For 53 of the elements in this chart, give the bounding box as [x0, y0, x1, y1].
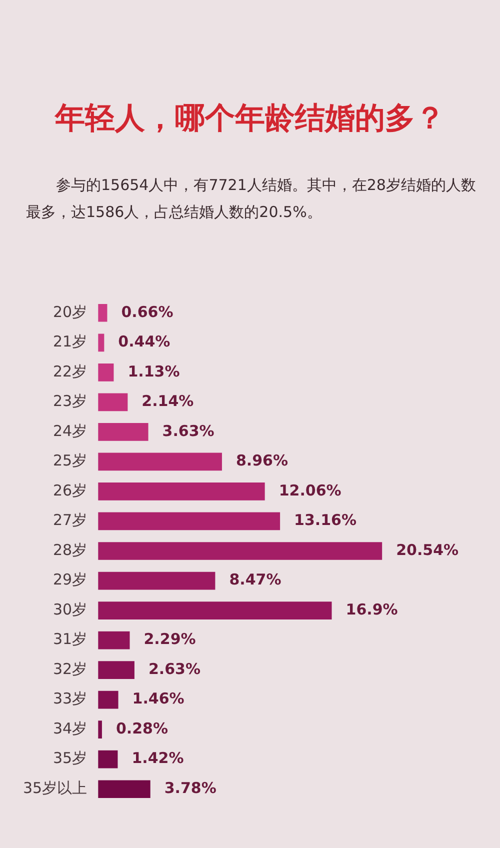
bar [98, 304, 108, 322]
data-label: 8.47% [229, 570, 282, 589]
y-tick-label: 31岁 [52, 630, 88, 648]
bar [98, 334, 104, 352]
data-label: 0.44% [118, 332, 170, 351]
data-label: 2.63% [148, 660, 200, 678]
data-label: 3.63% [162, 422, 214, 440]
bar [98, 393, 128, 412]
chart-title: 年轻人，哪个年龄结婚的多？ [54, 100, 446, 138]
data-label: 1.46% [132, 690, 184, 708]
data-label: 2.14% [142, 392, 194, 410]
bar [98, 661, 134, 679]
data-label: 16.9% [346, 600, 398, 618]
bar [98, 750, 118, 768]
y-tick-label: 23岁 [52, 392, 88, 410]
data-label: 1.13% [128, 362, 180, 380]
data-label: 13.16% [294, 511, 357, 530]
bar [98, 690, 118, 709]
bar [98, 482, 265, 500]
data-label: 20.54% [396, 540, 459, 559]
y-tick-label: 29岁 [52, 570, 88, 589]
y-tick-label: 35岁以上 [22, 779, 88, 798]
bar [98, 631, 130, 650]
y-tick-label: 20岁 [52, 302, 88, 321]
data-label: 1.42% [132, 749, 184, 768]
y-tick-label: 27岁 [52, 511, 88, 530]
y-tick-label: 32岁 [52, 660, 88, 678]
y-tick-label: 30岁 [52, 600, 88, 618]
y-tick-label: 34岁 [52, 719, 88, 738]
data-label: 0.66% [121, 302, 174, 321]
y-tick-label: 26岁 [52, 481, 88, 500]
bar [98, 720, 102, 739]
bar [98, 542, 382, 560]
bar [98, 512, 280, 530]
bar [98, 452, 222, 471]
y-tick-label: 33岁 [52, 690, 88, 708]
bar [98, 363, 114, 382]
y-tick-label: 28岁 [52, 540, 88, 559]
data-label: 0.28% [116, 719, 168, 738]
bar [98, 572, 216, 590]
data-label: 8.96% [236, 452, 288, 470]
bar [98, 602, 332, 620]
data-label: 3.78% [164, 779, 216, 798]
bar [98, 780, 150, 798]
y-tick-label: 22岁 [52, 362, 88, 380]
chart-subtitle: 参与的15654人中，有7721人结婚。其中，在28岁结婚的人数最多，达1586人，占总结婚人数的20.5%。 [26, 175, 476, 223]
y-tick-label: 25岁 [52, 452, 88, 470]
bar [98, 423, 148, 441]
data-label: 12.06% [278, 481, 342, 500]
data-label: 2.29% [144, 630, 196, 648]
y-tick-label: 24岁 [52, 422, 88, 440]
y-tick-label: 35岁 [52, 749, 88, 768]
y-tick-label: 21岁 [52, 332, 88, 351]
